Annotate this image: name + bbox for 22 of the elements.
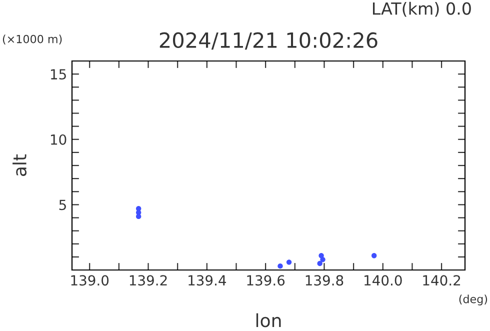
text: LAT(km) 0.0 [372, 2, 471, 17]
x-axis-title: lon [256, 313, 281, 328]
point [286, 260, 292, 265]
x-tick-label: 139.2 [130, 275, 167, 286]
point [278, 263, 283, 269]
chart-title: 2024/11/21 10:02:26 [160, 32, 378, 50]
text: (×1000 m) [2, 34, 62, 45]
x-tick-label: 139.8 [306, 275, 344, 286]
x-tick-label: 140.0 [364, 275, 402, 286]
point [371, 253, 377, 258]
y-tick-label: 10 [50, 134, 66, 145]
text: (deg) [459, 294, 488, 306]
point [317, 260, 322, 266]
y-tick-label: 15 [50, 69, 66, 80]
x-tick-label: 140.2 [423, 275, 460, 286]
x-tick-label: 139.4 [188, 275, 226, 286]
y-axis-title: alt [12, 154, 27, 176]
x-tick-label: 139.6 [247, 275, 285, 286]
x-tick-label: 139.0 [71, 275, 109, 286]
point [318, 253, 324, 258]
y-tick-label: 5 [59, 200, 66, 210]
point [136, 206, 142, 212]
